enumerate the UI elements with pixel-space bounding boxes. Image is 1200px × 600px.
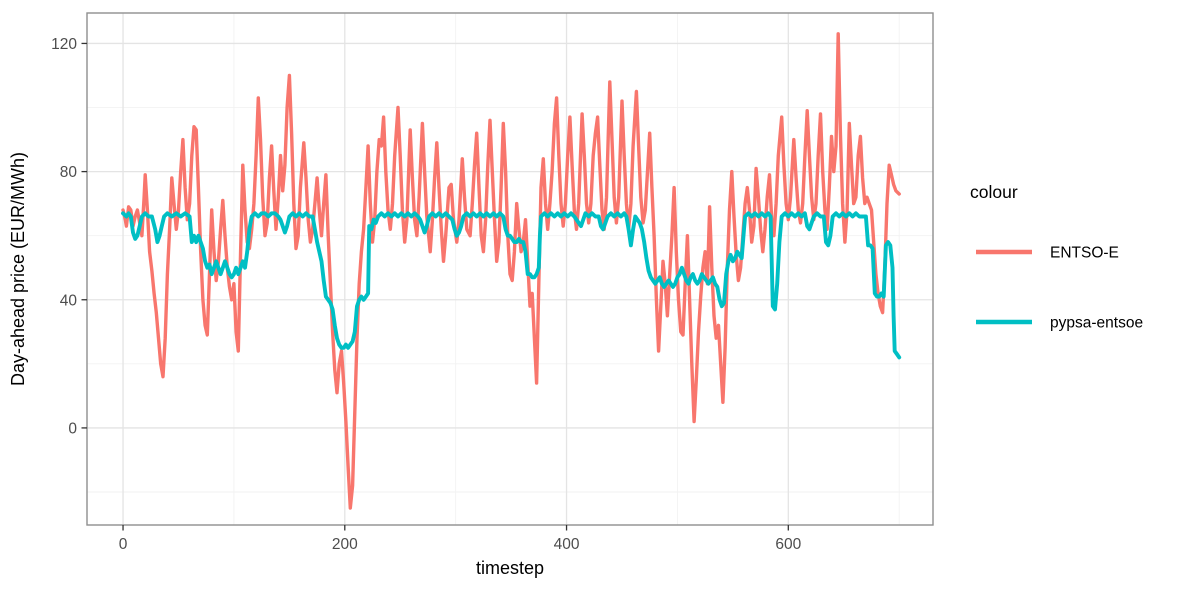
y-tick-label: 120 (51, 36, 77, 53)
grid-major (87, 13, 933, 525)
panel-border (86, 12, 934, 526)
x-tick-label: 600 (775, 536, 801, 553)
x-tick-label: 0 (119, 536, 128, 553)
panel-border-rect (86, 12, 934, 526)
x-tick-label: 400 (554, 536, 580, 553)
y-tick-label: 40 (60, 292, 78, 309)
series-line-pypsa-entsoe (121, 211, 902, 360)
y-tick-label: 80 (60, 164, 78, 181)
legend-entry-label: pypsa-entsoe (1050, 315, 1143, 332)
legend-entry-label: ENTSO-E (1050, 245, 1119, 262)
axis-tick-labels: 0 200 400 600 0 40 80 120 (51, 36, 801, 553)
x-tick-label: 200 (332, 536, 358, 553)
legend: colour ENTSO-E pypsa-entsoe (970, 182, 1143, 332)
y-axis-title: Day-ahead price (EUR/MWh) (8, 152, 28, 386)
x-axis-title: timestep (476, 558, 544, 578)
series-lines (121, 32, 902, 510)
axis-ticks (81, 42, 789, 531)
legend-title: colour (970, 182, 1018, 202)
y-tick-label: 0 (68, 420, 77, 437)
